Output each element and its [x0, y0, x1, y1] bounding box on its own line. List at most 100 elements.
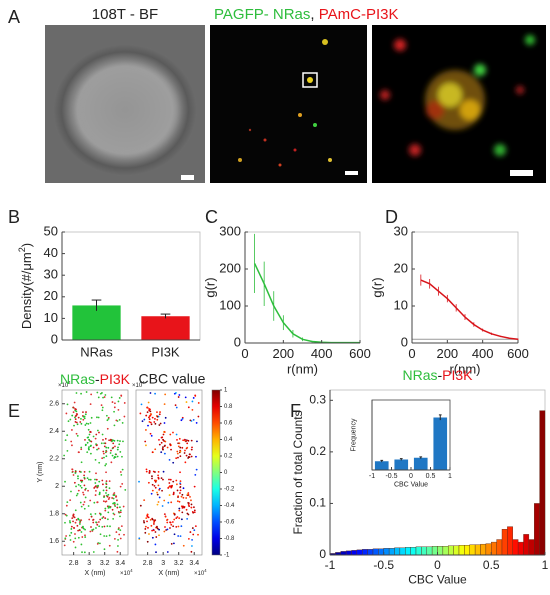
decor-dot: [105, 489, 108, 492]
decor-dot: [90, 526, 92, 528]
decor-dot: [63, 454, 66, 457]
decor-dot: [72, 513, 75, 516]
decor-dot: [94, 482, 97, 484]
hist-bar: [351, 550, 358, 556]
label-part: ×10: [120, 571, 131, 577]
decor-dot: [114, 445, 116, 448]
decor-dot: [145, 444, 147, 447]
decor-dot: [146, 515, 149, 518]
decor-dot: [70, 525, 73, 528]
decor-dot: [83, 417, 86, 420]
x-tick-label: -0.5: [373, 558, 394, 572]
decor-dot: [70, 528, 73, 530]
label-part: NRas: [60, 371, 95, 387]
decor-dot: [77, 483, 80, 486]
decor-dot: [116, 550, 119, 553]
decor-dot: [97, 484, 99, 487]
decor-dot: [64, 537, 67, 540]
x-tick-label: 400: [311, 346, 333, 361]
decor-dot: [148, 408, 151, 410]
colorbar-tick-label: 0.4: [224, 437, 233, 443]
decor-dot: [119, 515, 121, 518]
decor-dot: [103, 548, 106, 551]
decor-dot: [145, 517, 148, 520]
decor-dot: [148, 470, 151, 473]
decor-dot: [74, 416, 76, 419]
decor-dot: [71, 468, 74, 471]
decor-dot: [196, 440, 198, 443]
decor-dot: [153, 479, 156, 482]
decor-dot: [70, 490, 72, 493]
x-tick-label: 3: [87, 560, 91, 567]
y-tick-label: 10: [394, 297, 408, 312]
hist-bar: [356, 549, 363, 556]
decor-dot: [190, 448, 193, 451]
decor-dot: [111, 497, 114, 499]
x-tick-label: 1: [448, 473, 452, 480]
decor-dot: [180, 525, 183, 528]
decor-dot: [114, 402, 116, 405]
decor-dot: [92, 551, 95, 553]
decor-dot: [77, 518, 80, 521]
decor-dot: [92, 518, 95, 521]
decor-dot: [121, 468, 124, 471]
decor-dot: [145, 468, 148, 471]
decor-dot: [71, 470, 74, 473]
decor-dot: [87, 436, 90, 439]
decor-dot: [89, 478, 92, 481]
decor-dot: [94, 478, 96, 481]
decor-dot: [102, 439, 104, 441]
decor-dot: [118, 397, 121, 399]
hist-bar: [453, 545, 460, 556]
decor-dot: [72, 520, 74, 523]
decor-dot: [163, 431, 166, 434]
decor-dot: [93, 501, 96, 504]
y-tick-label: 0: [51, 331, 58, 346]
decor-dot: [111, 454, 114, 457]
decor-dot: [110, 461, 113, 464]
decor-dot: [119, 529, 122, 532]
decor-dot: [163, 403, 166, 406]
decor-dot: [102, 396, 104, 399]
decor-dot: [150, 423, 153, 426]
decor-dot: [172, 493, 175, 496]
decor-dot: [118, 443, 121, 446]
decor-dot: [72, 406, 75, 409]
decor-dot: [191, 446, 193, 449]
decor-dot: [74, 418, 77, 421]
decor-dot: [116, 503, 119, 506]
panel-label: A: [8, 7, 20, 27]
decor-dot: [173, 518, 176, 521]
decor-dot: [84, 424, 87, 426]
decor-dot: [96, 542, 99, 545]
decor-dot: [102, 452, 105, 455]
hist-bar: [501, 529, 508, 556]
decor-dot: [75, 413, 78, 415]
decor-dot: [77, 536, 80, 539]
decor-dot: [76, 423, 79, 426]
decor-dot: [63, 544, 66, 547]
decor-dot: [113, 537, 116, 540]
decor-dot: [172, 431, 174, 434]
image-title: PAGFP- NRas, PAmC-PI3K: [214, 6, 399, 23]
decor-dot: [105, 414, 108, 417]
decor-dot: [154, 531, 157, 533]
x-tick-label: 0.5: [483, 558, 500, 572]
decor-dot: [80, 422, 83, 425]
decor-dot: [115, 495, 118, 498]
decor-dot: [89, 445, 92, 448]
decor-dot: [84, 443, 87, 446]
hist-bar: [378, 548, 384, 556]
hist-bar: [421, 546, 427, 556]
decor-dot: [177, 535, 180, 537]
hist-bar: [340, 551, 347, 556]
decor-dot: [104, 507, 107, 510]
decor-dot: [121, 422, 124, 424]
x-tick-label: 2.8: [69, 560, 79, 567]
decor-dot: [166, 528, 169, 531]
hist-bar: [405, 547, 411, 556]
decor-dot: [104, 517, 107, 520]
decor-dot: [95, 478, 98, 481]
decor-dot: [113, 406, 116, 409]
decor-dot: [66, 403, 69, 406]
